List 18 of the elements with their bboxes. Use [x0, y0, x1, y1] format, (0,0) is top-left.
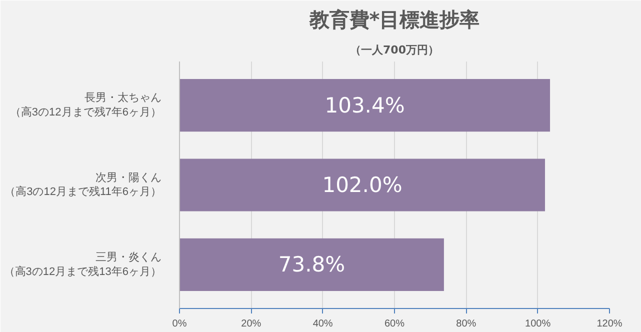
bar	[180, 238, 444, 291]
x-tick-label: 120%	[596, 318, 622, 330]
chart-title: 教育費*目標進捗率	[308, 8, 480, 32]
data-label: 73.8%	[278, 252, 346, 277]
y-tick-label: 長男・太ちゃん（高3の12月まで残7年6ヶ月）	[10, 91, 162, 119]
bar	[180, 79, 550, 132]
x-tick-label: 100%	[525, 318, 551, 330]
y-tick-label: 次男・陽くん（高3の12月まで残11年6ヶ月）	[4, 172, 162, 198]
bar	[180, 158, 545, 212]
y-tick-label: 三男・炎くん（高3の12月まで残13年6ヶ月）	[4, 251, 162, 278]
x-tick-label: 80%	[456, 318, 476, 330]
x-tick-label: 40%	[312, 318, 333, 330]
x-tick-label: 20%	[241, 318, 262, 330]
data-label: 102.0%	[322, 173, 402, 197]
data-label: 103.4%	[324, 93, 405, 118]
chart-subtitle: （一人700万円）	[350, 44, 439, 56]
x-tick-label: 0%	[172, 318, 187, 330]
x-tick-label: 60%	[384, 318, 405, 330]
